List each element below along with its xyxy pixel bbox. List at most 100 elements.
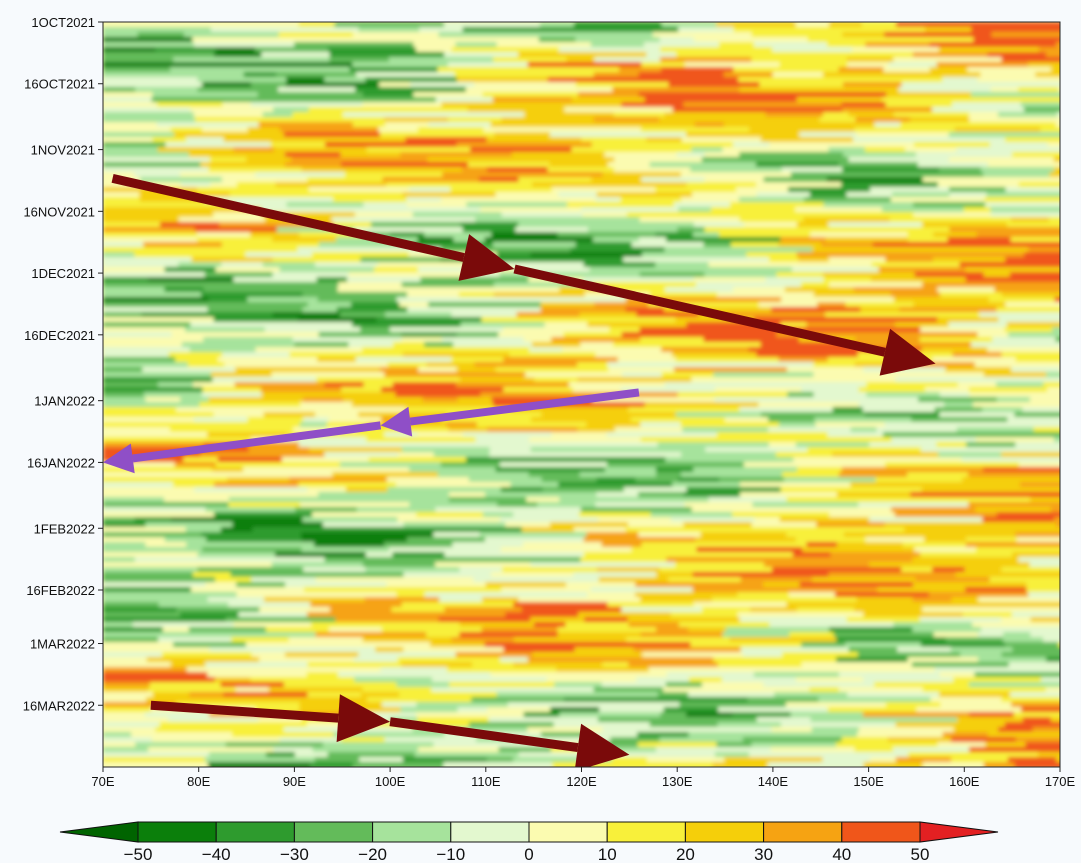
field-cell <box>680 172 793 179</box>
field-cell <box>736 187 790 194</box>
field-cell <box>892 192 952 199</box>
field-cell <box>631 242 706 249</box>
field-cell <box>448 492 488 499</box>
field-cell <box>103 567 156 574</box>
y-tick-label: 1OCT2021 <box>31 15 95 30</box>
field-cell <box>412 377 462 384</box>
field-cell <box>231 637 291 644</box>
field-cell <box>829 627 915 634</box>
field-cell <box>655 467 696 474</box>
field-cell <box>103 617 147 624</box>
field-cell <box>310 762 355 767</box>
field-cell <box>129 282 165 289</box>
field-cell <box>103 102 160 109</box>
field-cell <box>103 367 145 374</box>
field-cell <box>593 237 641 244</box>
field-cell <box>601 542 644 549</box>
field-cell <box>344 172 445 179</box>
field-cell <box>334 22 385 29</box>
field-cell <box>611 147 694 154</box>
field-cell <box>383 117 451 124</box>
field-cell <box>541 412 641 419</box>
field-cell <box>969 117 1060 124</box>
field-cell <box>314 757 362 764</box>
field-cell <box>190 322 276 329</box>
field-cell <box>724 417 771 424</box>
field-cell <box>626 637 732 644</box>
field-cell <box>574 647 636 654</box>
field-cell <box>538 737 613 744</box>
field-cell <box>570 452 684 459</box>
field-cell <box>297 247 397 254</box>
field-cell <box>591 177 644 184</box>
field-cell <box>836 657 910 664</box>
field-cell <box>1021 402 1060 409</box>
field-cell <box>979 312 1018 319</box>
field-cell <box>822 272 917 279</box>
field-cell <box>841 317 940 324</box>
colorbar-segment <box>137 821 217 843</box>
field-cell <box>552 67 622 74</box>
field-cell <box>148 762 211 767</box>
field-cell <box>716 742 754 749</box>
field-cell <box>430 642 487 649</box>
field-cell <box>835 97 884 104</box>
field-cell <box>938 562 1032 569</box>
field-cell <box>607 162 652 169</box>
field-cell <box>599 497 711 504</box>
field-cell <box>713 657 788 664</box>
field-cell <box>855 117 912 124</box>
field-cell <box>948 322 1009 329</box>
field-cell <box>659 567 774 574</box>
field-cell <box>828 222 925 229</box>
field-cell <box>431 672 493 679</box>
field-cell <box>803 752 911 759</box>
field-cell <box>486 757 516 764</box>
field-cell <box>957 382 998 389</box>
field-cell <box>806 322 897 329</box>
field-cell <box>865 42 932 49</box>
field-cell <box>307 487 348 494</box>
field-cell <box>103 527 188 534</box>
field-cell <box>1039 222 1060 229</box>
field-cell <box>134 172 183 179</box>
field-cell <box>250 102 365 109</box>
field-cell <box>1001 57 1060 64</box>
field-cell <box>500 657 530 664</box>
field-cell <box>363 382 395 389</box>
field-cell <box>883 432 960 439</box>
field-cell <box>814 417 914 424</box>
field-cell <box>769 142 880 149</box>
field-cell <box>968 682 1060 689</box>
field-cell <box>792 267 881 274</box>
field-cell <box>498 747 553 754</box>
field-cell <box>796 252 863 259</box>
field-cell <box>820 667 937 674</box>
field-cell <box>250 232 302 239</box>
field-cell <box>969 392 1051 399</box>
field-cell <box>589 702 682 709</box>
field-cell <box>732 512 832 519</box>
field-cell <box>1055 522 1060 529</box>
field-cell <box>811 727 861 734</box>
x-tick-label: 160E <box>949 774 980 789</box>
field-cell <box>402 757 489 764</box>
colorbar: −50 −40 −30 −20 −10 0 10 20 30 40 50 <box>59 821 999 863</box>
field-cell <box>493 282 595 289</box>
field-cell <box>1058 237 1060 244</box>
field-cell <box>987 732 1060 739</box>
field-cell <box>429 142 459 149</box>
field-cell <box>984 197 1060 204</box>
field-cell <box>441 197 507 204</box>
field-cell <box>441 347 532 354</box>
field-cell <box>1022 407 1060 414</box>
field-cell <box>961 457 1060 464</box>
field-cell <box>980 227 1060 234</box>
field-cell <box>799 132 859 139</box>
field-cell <box>398 452 436 459</box>
field-cell <box>459 567 505 574</box>
field-cell <box>716 22 798 29</box>
field-cell <box>156 122 261 129</box>
field-cell <box>103 372 214 379</box>
